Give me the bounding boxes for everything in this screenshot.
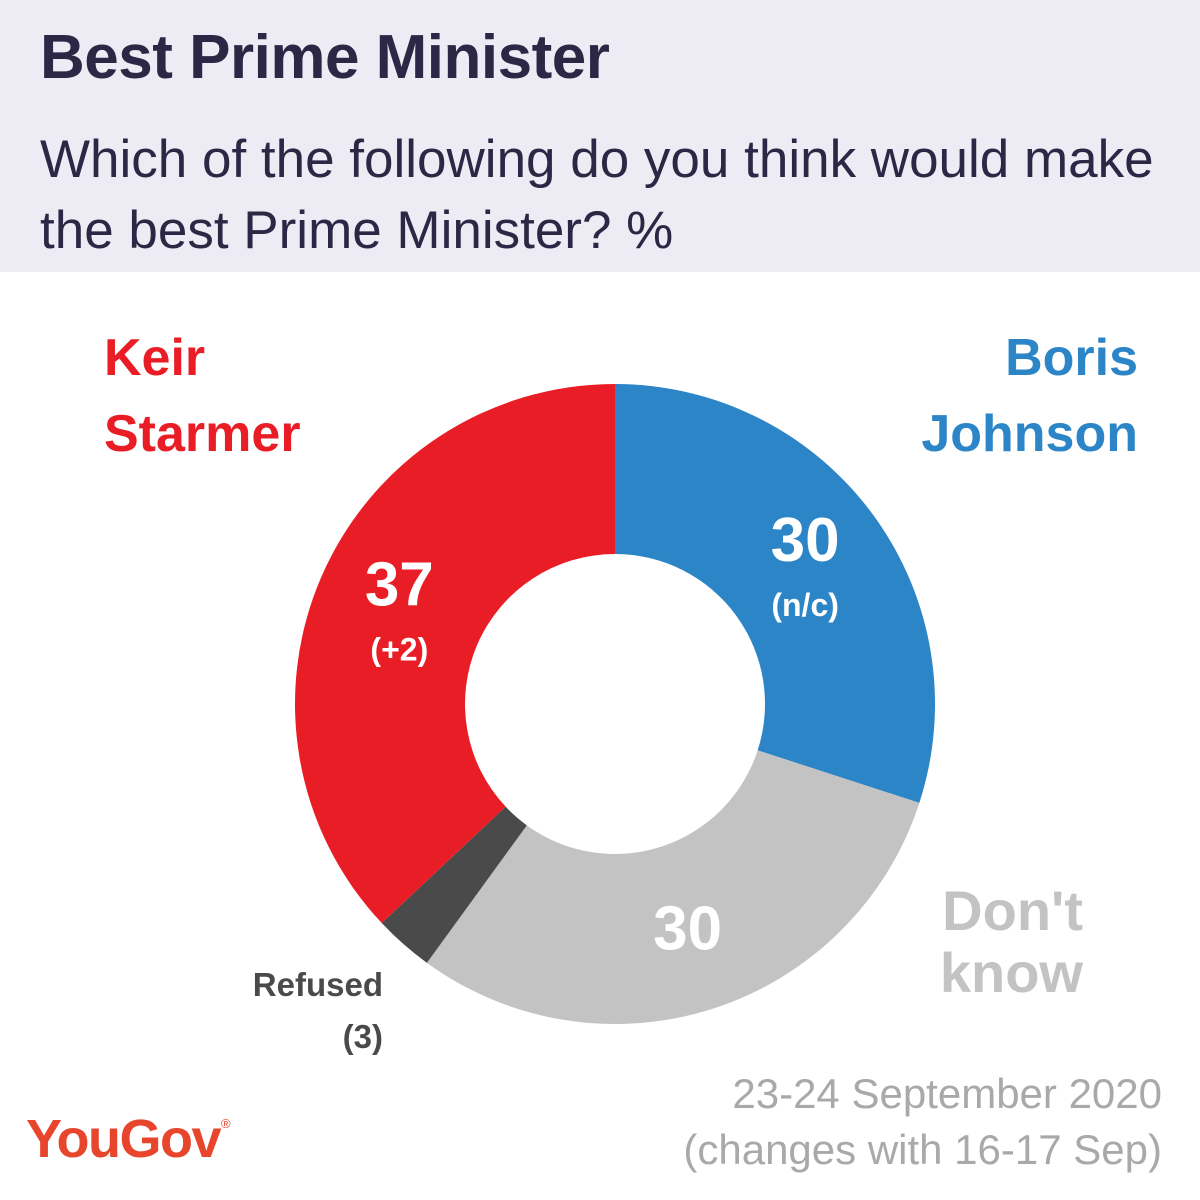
chart-title: Best Prime Minister [40, 23, 610, 92]
series-label-refused-line-1: Refused [253, 966, 383, 1003]
slice-refused [381, 806, 527, 963]
fieldwork-dates: 23-24 September 2020 [732, 1070, 1162, 1117]
series-label-don-t-know-line-1: Don't [942, 879, 1083, 942]
series-label-keir-starmer-line-2: Starmer [104, 405, 301, 463]
chart-subtitle: Which of the following do you think woul… [40, 130, 1154, 260]
value-label-keir-starmer: 37 [365, 551, 434, 620]
value-label-don-t-know: 30 [653, 894, 722, 963]
value-label-boris-johnson: 30 [771, 506, 840, 575]
change-label-keir-starmer: (+2) [370, 632, 428, 668]
series-label-boris-johnson-line-1: Boris [1005, 329, 1138, 387]
change-label-boris-johnson: (n/c) [771, 587, 839, 623]
slice-don-t-know [426, 750, 920, 1024]
yougov-logo: YouGov® [26, 1108, 231, 1170]
date-note: 23-24 September 2020 (changes with 16-17… [542, 1066, 1162, 1178]
header-panel: Best Prime Minister Which of the followi… [0, 0, 1200, 272]
slice-boris-johnson [615, 384, 935, 803]
series-label-boris-johnson-line-2: Johnson [921, 405, 1138, 463]
series-label-keir-starmer-line-1: Keir [104, 329, 205, 387]
logo-text: YouGov [26, 1109, 222, 1169]
value-label-refused: (3) [343, 1018, 383, 1055]
changes-note: (changes with 16-17 Sep) [683, 1126, 1162, 1173]
slice-keir-starmer [295, 384, 615, 924]
series-label-don-t-know-line-2: know [940, 941, 1084, 1004]
registered-mark: ® [221, 1116, 231, 1131]
